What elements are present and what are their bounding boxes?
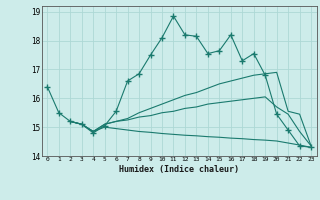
X-axis label: Humidex (Indice chaleur): Humidex (Indice chaleur) — [119, 165, 239, 174]
